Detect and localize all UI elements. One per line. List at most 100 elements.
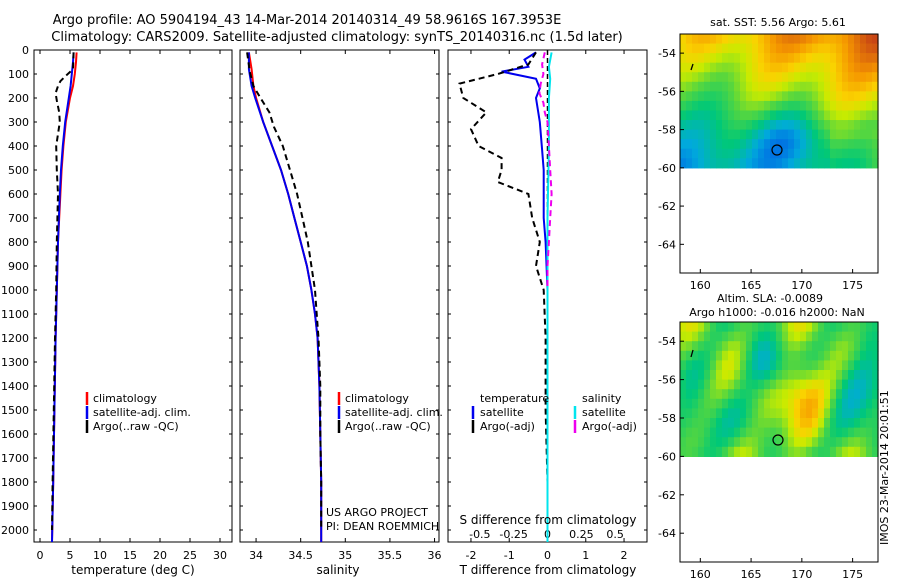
- t-difference-xlabel: T difference from climatology: [459, 563, 637, 577]
- heatmap-cell: [722, 360, 729, 371]
- heatmap-cell: [806, 322, 813, 333]
- heatmap-cell: [794, 341, 801, 352]
- heatmap-cell: [686, 148, 693, 159]
- heatmap-cell: [734, 34, 741, 45]
- heatmap-cell: [860, 389, 867, 400]
- heatmap-cell: [740, 360, 747, 371]
- heatmap-cell: [866, 53, 873, 64]
- heatmap-cell: [794, 129, 801, 140]
- heatmap-cell: [860, 360, 867, 371]
- heatmap-cell: [842, 148, 849, 159]
- heatmap-cell: [764, 53, 771, 64]
- heatmap-cell: [782, 427, 789, 438]
- heatmap-cell: [788, 389, 795, 400]
- heatmap-cell: [722, 158, 729, 169]
- heatmap-cell: [704, 62, 711, 73]
- x-tick-label: 5: [67, 549, 74, 562]
- heatmap-cell: [740, 81, 747, 92]
- heatmap-cell: [698, 91, 705, 102]
- heatmap-cell: [806, 379, 813, 390]
- heatmap-cell: [728, 360, 735, 371]
- heatmap-cell: [860, 91, 867, 102]
- heatmap-cell: [800, 148, 807, 159]
- heatmap-cell: [860, 72, 867, 83]
- heatmap-cell: [806, 43, 813, 54]
- heatmap-cell: [872, 43, 879, 54]
- heatmap-cell: [854, 408, 861, 419]
- heatmap-cell: [722, 370, 729, 381]
- map-x-tick-label: 175: [842, 279, 863, 292]
- heatmap-cell: [716, 370, 723, 381]
- heatmap-cell: [704, 360, 711, 371]
- heatmap-cell: [788, 158, 795, 169]
- heatmap-cell: [722, 100, 729, 112]
- heatmap-cell: [818, 341, 825, 352]
- heatmap-cell: [740, 398, 747, 409]
- heatmap-cell: [680, 427, 687, 438]
- heatmap-cell: [758, 427, 765, 438]
- heatmap-cell: [746, 53, 753, 64]
- heatmap-cell: [860, 139, 867, 150]
- heatmap-cell: [746, 158, 753, 169]
- sst-map-frame: [679, 33, 879, 274]
- heatmap-cell: [776, 100, 783, 112]
- heatmap-cell: [698, 110, 705, 121]
- heatmap-cell: [788, 139, 795, 150]
- heatmap-cell: [776, 91, 783, 102]
- heatmap-cell: [842, 91, 849, 102]
- heatmap-cell: [758, 398, 765, 409]
- heatmap-cell: [830, 427, 837, 438]
- heatmap-cell: [860, 418, 867, 429]
- heatmap-cell: [800, 62, 807, 73]
- heatmap-cell: [782, 158, 789, 169]
- heatmap-cell: [734, 139, 741, 150]
- heatmap-cell: [770, 139, 777, 150]
- heatmap-cell: [740, 43, 747, 54]
- sla-map-subtitle: Argo h1000: -0.016 h2000: NaN: [689, 306, 865, 319]
- heatmap-cell: [836, 72, 843, 83]
- heatmap-cell: [728, 418, 735, 429]
- heatmap-cell: [800, 91, 807, 102]
- heatmap-cell: [692, 331, 699, 342]
- heatmap-cell: [764, 408, 771, 419]
- heatmap-cell: [836, 43, 843, 54]
- heatmap-cell: [818, 148, 825, 159]
- heatmap-cell: [866, 34, 873, 45]
- heatmap-cell: [704, 379, 711, 390]
- heatmap-cell: [782, 322, 789, 333]
- heatmap-cell: [734, 379, 741, 390]
- heatmap-cell: [872, 437, 879, 448]
- heatmap-cell: [776, 120, 783, 131]
- heatmap-cell: [740, 91, 747, 102]
- heatmap-cell: [710, 331, 717, 342]
- heatmap-cell: [752, 341, 759, 352]
- heatmap-cell: [770, 129, 777, 140]
- heatmap-cell: [752, 34, 759, 45]
- heatmap-cell: [740, 148, 747, 159]
- heatmap-cell: [740, 418, 747, 429]
- heatmap-cell: [854, 379, 861, 390]
- heatmap-cell: [704, 81, 711, 92]
- map-x-tick-label: 165: [741, 568, 762, 580]
- heatmap-cell: [800, 370, 807, 381]
- heatmap-cell: [800, 53, 807, 64]
- heatmap-cell: [752, 81, 759, 92]
- heatmap-cell: [686, 370, 693, 381]
- heatmap-cell: [794, 331, 801, 342]
- heatmap-cell: [698, 418, 705, 429]
- heatmap-cell: [860, 148, 867, 159]
- heatmap-cell: [752, 427, 759, 438]
- heatmap-cell: [794, 139, 801, 150]
- heatmap-cell: [818, 53, 825, 64]
- legend-argo-label: Argo(..raw -QC): [93, 420, 179, 433]
- x-tick-label: 35: [338, 549, 352, 562]
- sla-heatmap-cells: [680, 322, 879, 457]
- heatmap-cell: [746, 389, 753, 400]
- difference-panel: -2 -1 0 1 2-0.5 -0.25 0 0.25 0.5 S difference fr…: [447, 49, 648, 577]
- x-tick-label: 35.5: [378, 549, 403, 562]
- heatmap-cell: [680, 379, 687, 390]
- heatmap-cell: [680, 43, 687, 54]
- heatmap-cell: [818, 158, 825, 169]
- heatmap-cell: [836, 110, 843, 121]
- depth-tick-label: 700: [8, 212, 29, 225]
